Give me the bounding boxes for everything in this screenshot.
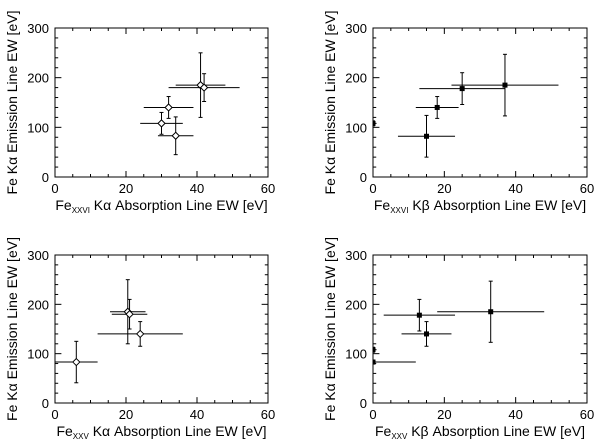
y-tick-label: 100	[27, 347, 49, 362]
y-tick-label: 300	[345, 248, 367, 263]
x-tick-label: 40	[508, 181, 522, 196]
x-tick-label: 20	[437, 181, 451, 196]
chart-panel-3: 0 20 40 60 0 100 200 300 FeXXV Kα Absorption Lin…	[4, 237, 275, 441]
square-marker	[424, 331, 429, 337]
x-axis-label: FeXXV Kα Absorption Line EW [eV]	[56, 423, 266, 441]
x-tick-label: 60	[261, 407, 275, 422]
data-point-1	[451, 53, 559, 117]
data-point-5	[373, 346, 377, 353]
y-tick-label: 0	[42, 396, 49, 411]
y-tick-label: 100	[27, 120, 49, 135]
y-tick-label: 200	[345, 71, 367, 86]
y-tick-label: 200	[27, 71, 49, 86]
square-marker	[424, 133, 429, 139]
plot-frame	[54, 254, 269, 404]
data-point-2	[168, 73, 240, 103]
y-tick-label: 200	[27, 297, 49, 312]
data-point-4	[373, 359, 416, 365]
diamond-marker	[135, 329, 145, 339]
data-point-4	[140, 111, 183, 135]
square-marker	[373, 347, 376, 353]
square-marker	[416, 312, 422, 318]
y-axis-label: Fe Kα Emission Line EW [eV]	[4, 237, 20, 421]
data-point-4	[397, 114, 456, 158]
y-axis-label: Fe Kα Emission Line EW [eV]	[322, 11, 338, 195]
data-point-2	[419, 72, 505, 105]
x-tick-label: 0	[51, 407, 58, 422]
square-marker	[459, 86, 465, 92]
chart-panel-4: 0 20 40 60 0 100 200 300 FeXXV Kβ Absorption Lin…	[322, 237, 594, 441]
data-point-5	[373, 120, 377, 127]
y-tick-label: 100	[345, 120, 367, 135]
x-tick-label: 40	[190, 407, 204, 422]
x-tick-label: 20	[119, 181, 133, 196]
diamond-marker	[199, 83, 209, 92]
x-tick-label: 20	[119, 407, 133, 422]
data-point-5	[157, 116, 194, 156]
y-tick-label: 300	[27, 21, 49, 36]
y-tick-label: 0	[42, 170, 49, 185]
y-tick-label: 300	[345, 21, 367, 36]
x-tick-label: 40	[508, 407, 522, 422]
square-marker	[434, 104, 440, 110]
data-point-2	[111, 298, 148, 330]
plot-frame	[372, 254, 588, 404]
plot-frame	[372, 27, 588, 178]
square-marker	[373, 120, 376, 126]
x-axis-label: FeXXV Kβ Absorption Line EW [eV]	[375, 423, 585, 441]
x-tick-label: 0	[369, 181, 376, 196]
y-axis-label: Fe Kα Emission Line EW [eV]	[322, 237, 338, 421]
y-tick-label: 200	[345, 297, 367, 312]
x-axis-label: FeXXVI Kβ Absorption Line EW [eV]	[374, 197, 586, 215]
square-marker	[373, 359, 376, 365]
data-point-3	[143, 96, 194, 119]
x-tick-label: 60	[580, 181, 594, 196]
data-layer	[373, 280, 545, 365]
x-tick-label: 60	[580, 407, 594, 422]
diamond-marker	[72, 357, 81, 367]
x-tick-label: 0	[51, 181, 58, 196]
diamond-marker	[171, 131, 180, 140]
y-axis-label: Fe Kα Emission Line EW [eV]	[4, 11, 20, 195]
chart-panel-2: 0 20 40 60 0 100 200 300 FeXXVI Kβ Absorption Li…	[322, 11, 594, 215]
x-tick-label: 40	[190, 181, 204, 196]
x-axis-label: FeXXVI Kα Absorption Line EW [eV]	[55, 197, 267, 215]
plot-frame	[54, 27, 269, 178]
x-tick-label: 0	[369, 407, 376, 422]
data-layer	[373, 53, 559, 158]
x-tick-label: 20	[437, 407, 451, 422]
y-tick-label: 0	[360, 170, 367, 185]
data-point-3	[401, 321, 452, 347]
data-layer	[140, 52, 240, 156]
y-tick-label: 0	[360, 396, 367, 411]
diamond-marker	[125, 309, 134, 319]
square-marker	[502, 82, 508, 88]
chart-panel-1: 0 20 40 60 0 100 200 300 FeXXVI Kα Absorption Li…	[4, 11, 275, 215]
data-point-4	[55, 340, 98, 384]
y-tick-label: 100	[345, 347, 367, 362]
data-point-1	[437, 280, 545, 343]
data-point-3	[97, 321, 183, 347]
diamond-marker	[164, 103, 173, 112]
diamond-marker	[157, 119, 166, 128]
y-tick-label: 300	[27, 248, 49, 263]
x-tick-label: 60	[261, 181, 275, 196]
data-point-3	[415, 96, 459, 119]
square-marker	[488, 309, 494, 315]
data-layer	[55, 279, 183, 384]
data-point-1	[175, 52, 226, 118]
data-point-2	[383, 298, 456, 332]
